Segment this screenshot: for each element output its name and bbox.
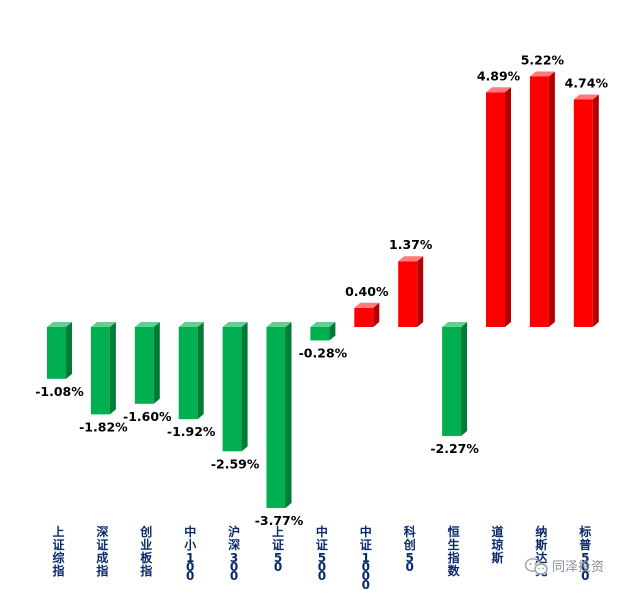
category-label-6: 上证 5 0 (272, 524, 284, 574)
category-label-8: 中证 1 0 0 0 (360, 524, 372, 592)
bar-1 (47, 322, 72, 379)
watermark: 同泽投资 (524, 558, 604, 575)
bar-11 (486, 87, 511, 327)
bar-7-front (310, 327, 330, 341)
bar-6 (266, 322, 292, 508)
bar-10 (442, 322, 468, 436)
bar-1-front (47, 327, 66, 379)
value-label-1: -1.08% (35, 384, 84, 399)
value-label-11: 4.89% (477, 68, 521, 83)
bar-13-front (573, 99, 593, 327)
category-label-4: 中小 1 0 0 (184, 524, 196, 583)
value-label-6: -3.77% (255, 513, 304, 528)
bar-5-side (241, 322, 248, 452)
bar-4-side (197, 322, 204, 420)
category-label-13: 标普 5 0 0 (578, 524, 591, 583)
bar-5-front (222, 327, 242, 452)
bar-5-top (222, 322, 248, 327)
value-label-3: -1.60% (123, 409, 172, 424)
bar-4 (178, 322, 204, 420)
category-label-9: 科创 5 0 (403, 524, 416, 574)
value-label-13: 4.74% (565, 75, 609, 90)
bar-3-side (153, 322, 160, 404)
category-label-7: 中证 5 0 0 (316, 524, 328, 583)
bar-8-top (354, 302, 380, 308)
category-label-2: 深证成指 (96, 524, 108, 578)
bar-10-front (442, 327, 462, 436)
bar-9 (398, 256, 424, 327)
category-labels-group: 上证综指 深证成指 创业板指 中小 1 0 0 沪深 3 0 0 上证 5 0 中证 5 0 0 中证 1 0 0 0 科创 5… (52, 524, 591, 592)
bar-2-side (109, 322, 116, 415)
value-label-5: -2.59% (211, 456, 260, 471)
category-label-11: 道琼斯 (491, 524, 503, 565)
value-label-4: -1.92% (167, 424, 216, 439)
value-labels-group: -1.08% -1.82%-1.60%-1.92% -2.59% -3.77% -0.2… (35, 52, 608, 528)
bar-8 (354, 302, 380, 327)
value-label-8: 0.40% (345, 284, 389, 299)
bar-11-top (486, 87, 511, 93)
category-label-1: 上证综指 (52, 524, 64, 578)
bar-2-top (90, 322, 116, 327)
bar-2-front (90, 327, 110, 415)
category-label-3: 创业板指 (139, 524, 153, 578)
bar-1-side (66, 322, 72, 379)
bar-3-top (134, 322, 160, 327)
bar-12-top (529, 71, 555, 77)
value-label-12: 5.22% (521, 52, 565, 67)
bar-2 (90, 322, 116, 415)
bar-3 (134, 322, 160, 404)
bar-8-front (354, 307, 374, 327)
value-label-9: 1.37% (389, 237, 433, 252)
bar-7-top (310, 322, 336, 327)
bar-9-front (398, 261, 418, 327)
bar-13-top (573, 94, 599, 100)
bar-6-front (266, 327, 286, 508)
bar-7 (310, 322, 336, 341)
bar-11-side (505, 87, 511, 327)
value-label-2: -1.82% (79, 419, 128, 434)
bar-13-side (592, 94, 599, 327)
bar-9-top (398, 256, 424, 262)
bar-6-top (266, 322, 292, 327)
bar-10-side (461, 322, 468, 436)
bar-5 (222, 322, 248, 452)
bar-12-side (548, 71, 555, 327)
bars-group (47, 71, 599, 508)
bar-8-side (373, 302, 380, 327)
category-label-5: 沪深 3 0 0 (228, 524, 240, 583)
wechat-icon (524, 558, 548, 575)
bar-4-front (178, 327, 198, 420)
value-label-10: -2.27% (430, 441, 479, 456)
bar-13 (573, 94, 599, 327)
bar-10-top (442, 322, 468, 327)
category-label-10: 恒生指数 (448, 524, 461, 578)
bar-4-top (178, 322, 204, 327)
bar-1-top (47, 322, 72, 327)
bar-3-front (134, 327, 154, 404)
bar-12 (529, 71, 555, 327)
bar-12-front (529, 76, 549, 327)
bar-9-side (417, 256, 424, 327)
bar-11-front (486, 92, 505, 327)
bar-6-side (285, 322, 292, 508)
bar-7-side (329, 322, 336, 341)
value-label-7: -0.28% (299, 345, 348, 360)
watermark-text: 同泽投资 (552, 559, 604, 575)
